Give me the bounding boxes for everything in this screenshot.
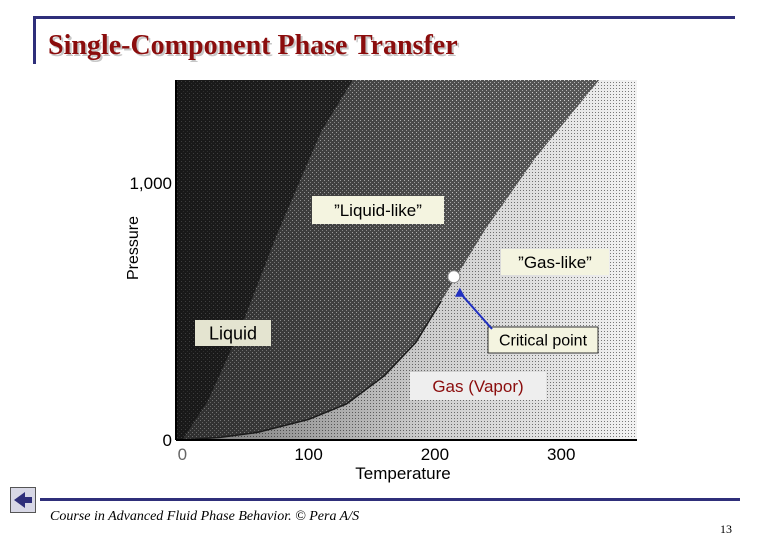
critical-point-arrowhead (454, 287, 465, 297)
gas-like-label: ”Gas-like” (501, 249, 609, 275)
x-tick-label: 0 (178, 445, 187, 464)
liquid-label-text: Liquid (209, 323, 257, 343)
liquid-like-label: ”Liquid-like” (312, 196, 444, 224)
x-tick-label: 100 (294, 445, 322, 464)
gas-like-label-text: ”Gas-like” (518, 253, 592, 272)
y-axis-title: Pressure (125, 216, 142, 280)
page-number: 13 (720, 522, 732, 536)
y-tick-label: 1,000 (129, 174, 172, 193)
y-tick-label: 0 (163, 431, 172, 450)
critical-point-label: Critical point (487, 326, 599, 354)
slide-nav-icon[interactable] (10, 487, 36, 513)
slide-title: Single-Component Phase Transfer (48, 30, 458, 61)
critical-point-arrow (459, 292, 493, 330)
liquid-label: Liquid (195, 320, 271, 346)
vaporization-curve (182, 300, 442, 441)
gas-like-label-box (501, 249, 609, 275)
x-tick-label: 200 (421, 445, 449, 464)
gas-vapor-label-text: Gas (Vapor) (432, 377, 523, 396)
gas-vapor-label: Gas (Vapor) (410, 372, 546, 400)
critical-point-marker (447, 270, 461, 284)
x-axis-title: Temperature (355, 464, 450, 483)
arrow-left-icon (14, 492, 32, 508)
x-tick-label: 300 (547, 445, 575, 464)
liquid-like-label-box (312, 196, 444, 224)
footer-divider (40, 498, 740, 501)
footer-credit: Course in Advanced Fluid Phase Behavior.… (50, 509, 360, 524)
gas-vapor-label-box (410, 372, 546, 400)
title-frame-left (33, 16, 36, 64)
liquid-like-label-text: ”Liquid-like” (334, 201, 422, 220)
liquid-label-box (195, 320, 271, 346)
critical-point-label-text: Critical point (499, 333, 588, 350)
critical-point-label-box (487, 326, 599, 354)
title-frame-top (33, 16, 735, 19)
